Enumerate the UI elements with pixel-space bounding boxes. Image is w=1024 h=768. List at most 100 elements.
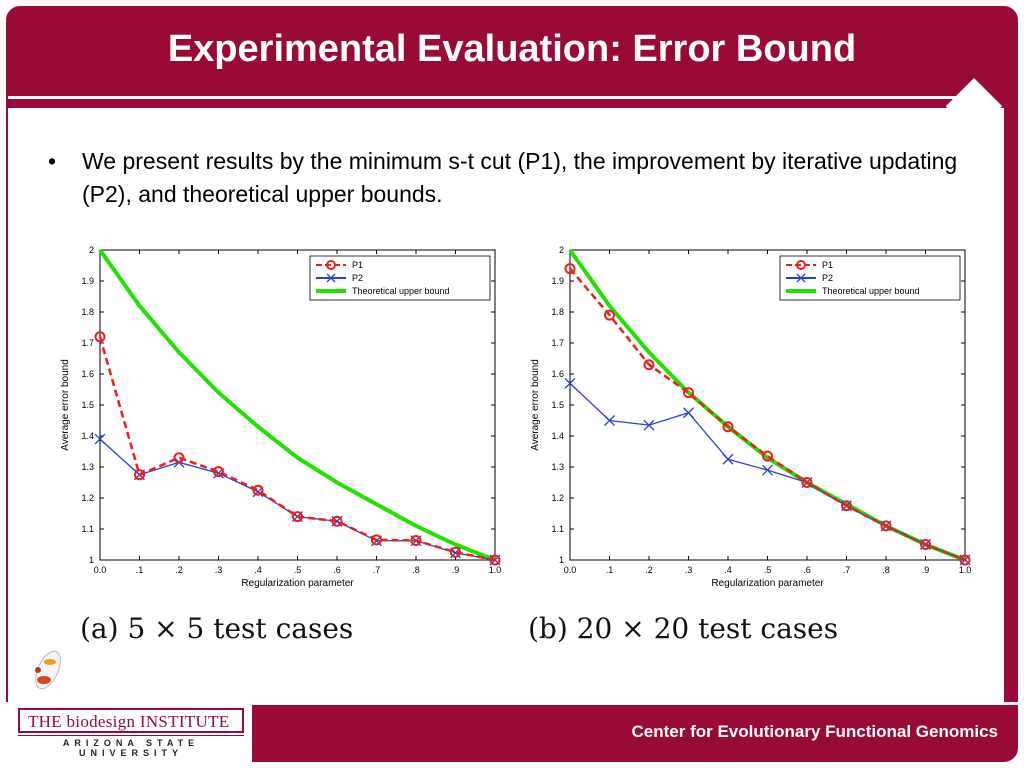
logo-rule	[18, 735, 244, 736]
y-tick-label: 1.9	[81, 276, 94, 286]
point-p1	[643, 359, 655, 371]
x-tick-label: .5	[294, 565, 302, 575]
y-tick-label: 1.2	[551, 493, 564, 503]
y-tick-label: 1.5	[81, 400, 94, 410]
point-p2	[683, 407, 694, 419]
legend-marker	[326, 260, 336, 270]
point-p1	[880, 520, 892, 532]
legend-marker	[796, 273, 806, 283]
series-line-p1	[569, 267, 966, 562]
legend-label: P1	[822, 260, 833, 270]
y-tick-label: 1	[559, 555, 564, 565]
point-p2	[762, 464, 773, 476]
point-p1	[801, 477, 813, 488]
slide-title: Experimental Evaluation: Error Bound	[167, 28, 857, 70]
x-axis-label: Regularization parameter	[241, 578, 354, 589]
y-tick-label: 1.7	[551, 338, 564, 348]
y-tick-label: 1.6	[551, 369, 564, 379]
chart-a: 0.0 .1 .2 .3 .4 .5 .6 .7 .8 .9 1.0 1 1.1 1.2 1.3 1.4 1.5…	[60, 245, 501, 589]
legend-label: P1	[352, 260, 363, 270]
institute-logo: THE biodesign INSTITUTE	[18, 708, 244, 733]
point-p1	[489, 554, 501, 566]
point-p1	[920, 539, 931, 550]
footer-divider	[0, 702, 1024, 705]
logo-main-text: THE biodesign INSTITUTE	[28, 712, 230, 731]
y-tick-label: 1.4	[551, 431, 564, 441]
caption-b: (b) 20 × 20 test cases	[528, 612, 839, 645]
y-tick-label: 1.9	[551, 276, 564, 286]
plot-frame	[99, 249, 496, 561]
x-tick-label: .2	[645, 565, 653, 575]
y-tick-label: 1.8	[551, 307, 564, 317]
x-tick-label: 1.0	[959, 565, 972, 575]
x-tick-label: .6	[803, 565, 811, 575]
legend-label: Theoretical upper bound	[822, 286, 920, 296]
footer-center-name: Center for Evolutionary Functional Genom…	[631, 722, 999, 741]
point-p1	[94, 331, 106, 343]
x-tick-label: .3	[215, 565, 223, 575]
y-tick-label: 1.5	[551, 400, 564, 410]
y-tick-label: 1.4	[81, 431, 94, 441]
point-p1	[762, 450, 773, 462]
legend-label: Theoretical upper bound	[352, 286, 450, 296]
bullet-item: • We present results by the minimum s-t …	[48, 145, 978, 211]
y-tick-label: 1.8	[81, 307, 94, 317]
point-p1	[331, 515, 343, 527]
caption-a: (a) 5 × 5 test cases	[80, 612, 354, 645]
x-tick-label: .2	[175, 565, 183, 575]
point-p1	[410, 534, 422, 546]
y-tick-label: 1.7	[81, 338, 94, 348]
y-tick-label: 2	[89, 245, 94, 255]
y-tick-label: 1.2	[81, 493, 94, 503]
chart-b: 0.0 .1 .2 .3 .4 .5 .6 .7 .8 .9 1.0 1 1.1 1.2 1.3 1.4 1.5…	[530, 245, 971, 589]
logo-subtitle: ARIZONA STATE UNIVERSITY	[62, 738, 200, 758]
x-tick-label: .1	[606, 565, 614, 575]
point-p1	[841, 500, 852, 512]
legend-label: P2	[352, 273, 363, 283]
x-tick-label: .7	[373, 565, 381, 575]
y-tick-label: 1.3	[551, 462, 564, 472]
x-tick-label: .4	[254, 565, 262, 575]
y-tick-label: 2	[559, 245, 564, 255]
y-tick-label: 1.1	[81, 524, 94, 534]
point-p1	[722, 421, 734, 433]
x-tick-label: .7	[843, 565, 851, 575]
y-tick-label: 1.3	[81, 462, 94, 472]
x-tick-label: 0.0	[564, 565, 577, 575]
y-tick-label: 1.6	[81, 369, 94, 379]
x-tick-label: .1	[136, 565, 144, 575]
x-tick-label: .8	[412, 565, 420, 575]
point-p1	[371, 534, 382, 546]
point-p1	[450, 546, 461, 558]
legend-label: P2	[822, 273, 833, 283]
x-tick-label: .4	[724, 565, 732, 575]
x-tick-label: 1.0	[489, 565, 502, 575]
bullet-text: We present results by the minimum s-t cu…	[82, 148, 958, 207]
point-p1	[173, 452, 185, 464]
point-p1	[959, 554, 971, 566]
x-tick-label: .6	[333, 565, 341, 575]
point-p1	[213, 466, 224, 478]
y-tick-label: 1	[89, 555, 94, 565]
pills-icon	[35, 650, 61, 690]
point-p1	[134, 469, 145, 481]
title-divider	[8, 96, 978, 99]
point-p1	[292, 511, 303, 523]
point-p1	[683, 387, 694, 399]
point-p1	[604, 309, 615, 321]
y-axis-label: Average error bound	[530, 359, 541, 451]
x-tick-label: .9	[922, 565, 930, 575]
point-p2	[722, 453, 734, 465]
x-tick-label: 0.0	[94, 565, 107, 575]
series-line-theoretical-upper-bound	[98, 248, 496, 562]
x-tick-label: .5	[764, 565, 772, 575]
y-axis-label: Average error bound	[60, 359, 71, 451]
series-line-p1	[98, 336, 496, 562]
x-axis-label: Regularization parameter	[711, 578, 824, 589]
x-tick-label: .3	[685, 565, 693, 575]
charts-area: 0.0.1.2.3.4.5.6.7.8.9 1.011.11.21.31.41.5…	[60, 245, 971, 589]
point-p1	[252, 484, 264, 496]
bullet-dot: •	[48, 148, 57, 174]
point-p1	[564, 263, 576, 275]
point-p2	[94, 433, 106, 445]
